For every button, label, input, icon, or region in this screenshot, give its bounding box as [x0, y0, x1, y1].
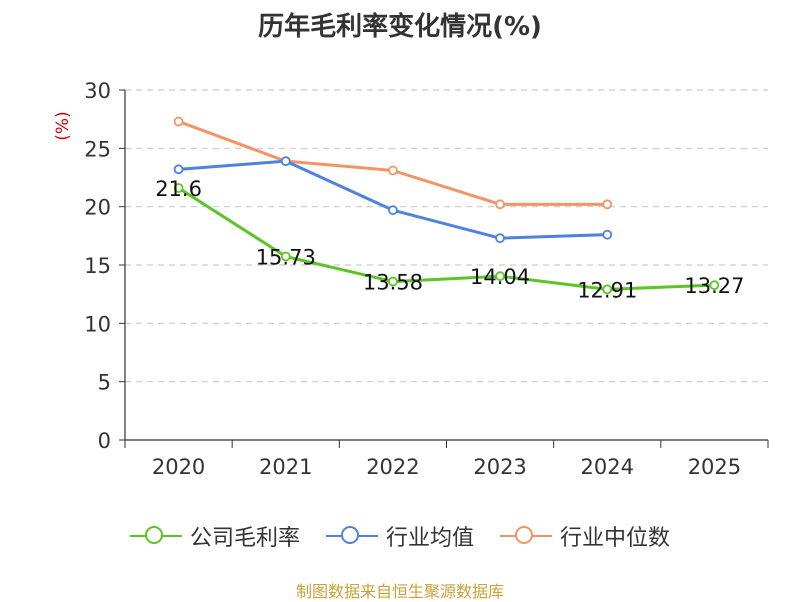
y-tick-label: 25 [84, 137, 111, 161]
data-point [602, 284, 613, 295]
data-point [173, 116, 184, 127]
data-label: 14.04 [470, 265, 530, 289]
y-tick-label: 20 [84, 196, 111, 220]
series-line-2 [178, 120, 608, 206]
data-point [495, 199, 505, 210]
legend-swatch-industry-mean [325, 526, 378, 546]
y-tick-label: 15 [84, 254, 111, 278]
data-point [173, 183, 184, 193]
x-tick-label: 2023 [473, 455, 526, 479]
data-point [602, 229, 613, 240]
legend-swatch-company [129, 526, 182, 546]
y-tick-label: 0 [98, 429, 111, 453]
data-point [388, 205, 398, 216]
data-point [388, 165, 398, 176]
legend-item-industry-median[interactable]: 行业中位数 [500, 520, 670, 552]
data-label: 12.91 [577, 278, 637, 302]
data-label: 13.58 [363, 271, 423, 295]
data-point [602, 199, 613, 210]
chart-title: 历年毛利率变化情况(%) [258, 12, 542, 42]
x-tick-label: 2024 [581, 455, 634, 479]
source-note: 制图数据来自恒生聚源数据库 [295, 582, 504, 601]
y-tick-label: 30 [84, 79, 111, 103]
y-tick-label: 5 [98, 371, 111, 395]
legend: 公司毛利率 行业均值 行业中位数 [0, 520, 800, 552]
x-tick-label: 2021 [259, 455, 312, 479]
series-lines [173, 116, 720, 295]
data-label: 13.27 [684, 274, 744, 298]
legend-swatch-industry-median [500, 526, 552, 546]
data-point [173, 164, 184, 175]
legend-label-company: 公司毛利率 [189, 526, 300, 551]
series-line-0 [177, 186, 715, 291]
y-tick-label: 10 [84, 312, 111, 336]
data-point [388, 276, 398, 287]
data-point [709, 280, 720, 291]
legend-label-industry-median: 行业中位数 [560, 526, 671, 551]
y-axis-label: (%) [53, 111, 73, 140]
legend-label-industry-mean: 行业均值 [385, 526, 474, 551]
data-point [495, 233, 505, 244]
x-tick-label: 2025 [688, 455, 741, 479]
legend-item-company[interactable]: 公司毛利率 [129, 520, 300, 552]
grid-lines [125, 89, 768, 383]
data-point [280, 251, 291, 262]
data-label: 15.73 [256, 245, 316, 269]
x-tick-label: 2022 [366, 455, 419, 479]
data-labels: 21.6 15.73 13.58 14.04 12.91 13.27 [155, 177, 744, 302]
x-tick-label: 2020 [152, 455, 205, 479]
data-point [495, 271, 505, 282]
legend-item-industry-mean[interactable]: 行业均值 [325, 520, 474, 552]
data-point [280, 156, 291, 167]
data-label: 21.6 [155, 177, 202, 201]
